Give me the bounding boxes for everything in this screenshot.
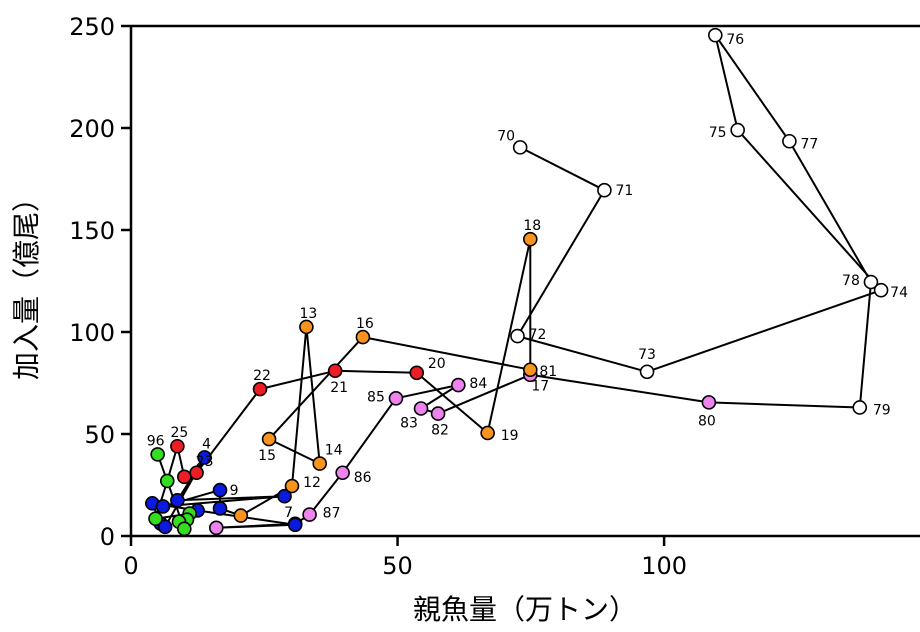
data-point-12	[284, 478, 300, 494]
y-tick-label: 50	[84, 421, 115, 449]
data-point-4	[197, 450, 212, 465]
data-point-72	[510, 328, 525, 344]
data-point-85	[388, 390, 404, 406]
data-point-70	[512, 140, 528, 155]
data-point-unlabeled-19	[208, 520, 224, 536]
data-point-83	[413, 401, 429, 416]
data-point-13	[299, 319, 314, 335]
point-label-79: 79	[873, 402, 891, 418]
point-label-86: 86	[354, 470, 372, 486]
data-point-74	[873, 282, 889, 298]
point-label-74: 74	[890, 285, 908, 301]
point-label-72: 72	[529, 327, 547, 343]
data-point-73	[639, 364, 655, 380]
data-point-unlabeled-47	[148, 511, 163, 526]
x-tick-label: 50	[382, 552, 413, 580]
data-point-22	[252, 381, 268, 397]
point-label-25: 25	[170, 425, 188, 441]
data-point-15	[261, 431, 277, 447]
data-points	[145, 27, 889, 537]
data-point-18	[522, 231, 538, 247]
data-point-86	[335, 465, 350, 481]
data-point-87	[302, 507, 317, 522]
point-label-84: 84	[469, 376, 487, 392]
point-label-23: 23	[196, 454, 214, 470]
data-point-84	[451, 377, 466, 393]
y-tick-label: 200	[69, 115, 115, 143]
point-label-16: 16	[356, 316, 374, 332]
y-axis-title: 加入量（億尾）	[10, 184, 43, 380]
data-point-25	[170, 438, 185, 454]
data-point-96	[150, 447, 165, 462]
data-point-80	[701, 395, 717, 410]
data-point-unlabeled-31	[233, 508, 249, 523]
data-point-21	[327, 363, 343, 379]
point-label-4: 4	[202, 436, 211, 452]
data-point-76	[707, 27, 723, 43]
point-label-80: 80	[698, 413, 716, 429]
y-tick-label: 0	[100, 523, 115, 551]
point-label-96: 96	[147, 433, 165, 449]
point-label-81: 81	[539, 364, 557, 380]
point-label-12: 12	[303, 475, 321, 491]
point-label-13: 13	[299, 306, 317, 322]
point-label-14: 14	[325, 443, 343, 459]
data-point-unlabeled-44	[177, 469, 192, 485]
data-point-77	[782, 133, 797, 149]
point-label-87: 87	[323, 506, 341, 522]
data-point-16	[355, 329, 371, 345]
data-point-78	[863, 274, 879, 290]
data-point-7	[277, 488, 292, 504]
data-point-82	[430, 406, 446, 421]
point-label-77: 77	[800, 136, 818, 152]
data-point-unlabeled-26	[170, 492, 185, 508]
y-tick-label: 100	[69, 319, 115, 347]
data-point-14	[312, 456, 328, 471]
point-label-22: 22	[253, 368, 271, 384]
data-point-unlabeled-20	[287, 517, 303, 533]
data-point-71	[597, 182, 612, 198]
data-point-unlabeled-24	[157, 519, 173, 535]
point-label-15: 15	[258, 448, 276, 464]
data-point-unlabeled-51	[177, 521, 192, 537]
axis-ticks: 0 50 100 0 50 100 150 200 250	[69, 13, 687, 580]
data-point-79	[852, 400, 868, 415]
x-tick-label: 0	[123, 552, 138, 580]
data-point-unlabeled-30	[212, 501, 228, 516]
data-point-19	[480, 425, 495, 441]
point-label-7: 7	[284, 505, 293, 521]
data-point-9	[212, 482, 228, 498]
point-label-19: 19	[501, 428, 519, 444]
point-label-71: 71	[615, 183, 633, 199]
point-label-17: 17	[531, 379, 549, 395]
y-tick-label: 150	[69, 217, 115, 245]
point-label-76: 76	[726, 32, 744, 48]
point-label-78: 78	[842, 273, 860, 289]
point-label-20: 20	[428, 356, 446, 372]
point-label-85: 85	[367, 389, 385, 405]
point-label-70: 70	[497, 128, 515, 144]
data-point-75	[730, 122, 745, 138]
point-label-9: 9	[230, 483, 239, 499]
point-label-18: 18	[523, 218, 541, 234]
point-label-83: 83	[400, 416, 418, 432]
data-point-unlabeled-46	[159, 473, 175, 489]
point-label-75: 75	[709, 125, 727, 141]
point-label-21: 21	[330, 380, 348, 396]
point-label-82: 82	[431, 423, 449, 439]
x-tick-label: 100	[641, 552, 687, 580]
point-label-73: 73	[638, 347, 656, 363]
data-point-17	[522, 362, 538, 378]
data-point-unlabeled-28	[155, 499, 171, 514]
data-point-20	[409, 365, 425, 381]
y-tick-label: 250	[69, 13, 115, 41]
plot-area	[129, 24, 920, 538]
point-labels: 7071727374757677787980818283848586874791…	[147, 32, 908, 521]
x-axis-title: 親魚量（万トン）	[413, 593, 637, 626]
